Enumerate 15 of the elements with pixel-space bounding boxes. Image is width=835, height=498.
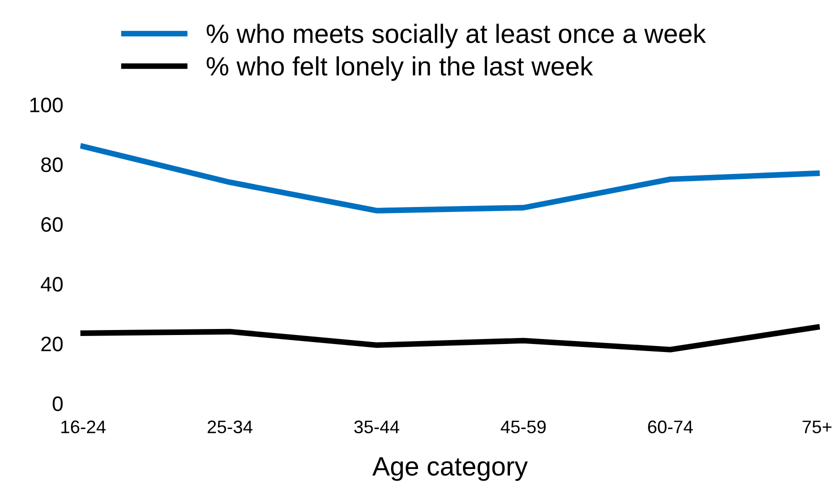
y-tick-label: 20 [41, 336, 63, 352]
y-tick-label: 80 [41, 157, 63, 172]
x-tick-label: 16-24 [61, 420, 106, 434]
x-tick-label: 45-59 [500, 420, 546, 434]
y-tick-label: 0 [52, 396, 63, 412]
x-tick-label: 35-44 [354, 420, 400, 434]
x-tick-label: 75+ [802, 420, 832, 434]
y-tick-label: 100 [30, 98, 63, 112]
y-tick-label: 40 [40, 276, 63, 292]
y-tick-label: 60 [41, 217, 63, 232]
legend-label: % who meets socially at least once a week [206, 24, 706, 48]
x-axis-title: Age category [372, 457, 528, 481]
x-tick-label: 25-34 [208, 420, 252, 434]
legend-label: % who felt lonely in the last week [206, 56, 594, 81]
x-tick-label: 60-74 [648, 420, 693, 434]
